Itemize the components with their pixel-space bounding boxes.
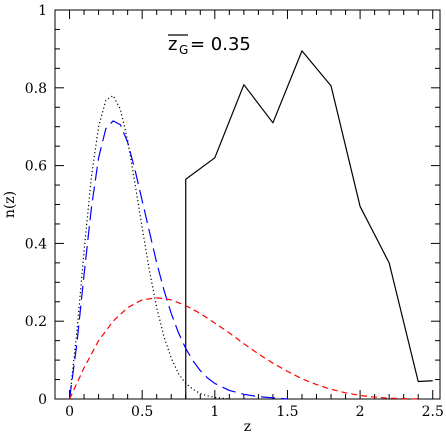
y-tick-label: 0.4	[25, 236, 47, 252]
plot-frame	[54, 9, 441, 400]
y-tick-label: 0.6	[25, 159, 47, 175]
x-tick-label: 1	[210, 404, 219, 420]
y-tick-label: 0.2	[25, 314, 47, 330]
axis-ticks: 0 0.5 1 1.5 2 2.5 0 0.2 0.4 0.6 0.8 1	[25, 3, 444, 420]
x-tick-label: 2	[356, 404, 365, 420]
mean-redshift-annotation: z G = 0.35	[168, 34, 251, 57]
series-line-dashed	[68, 297, 419, 400]
y-tick-label: 0	[38, 392, 47, 408]
series-line-long-dash	[68, 120, 288, 400]
axes-frame	[54, 9, 441, 400]
y-axis-label: n(z)	[2, 191, 18, 218]
annotation-value: = 0.35	[190, 34, 251, 55]
x-axis-label: z	[244, 419, 251, 435]
series-line-dotted	[68, 94, 230, 400]
x-tick-label: 1.5	[276, 404, 298, 420]
annotation-symbol: z	[168, 34, 177, 55]
y-tick-label: 1	[38, 3, 47, 19]
series-line-solid	[185, 50, 433, 399]
x-tick-label: 0	[65, 404, 74, 420]
x-tick-label: 2.5	[422, 404, 444, 420]
series-layer	[68, 50, 433, 400]
x-tick-label: 0.5	[131, 404, 153, 420]
annotation-subscript: G	[179, 43, 188, 57]
y-tick-label: 0.8	[25, 81, 47, 97]
axis-labels: z n(z)	[2, 191, 251, 435]
